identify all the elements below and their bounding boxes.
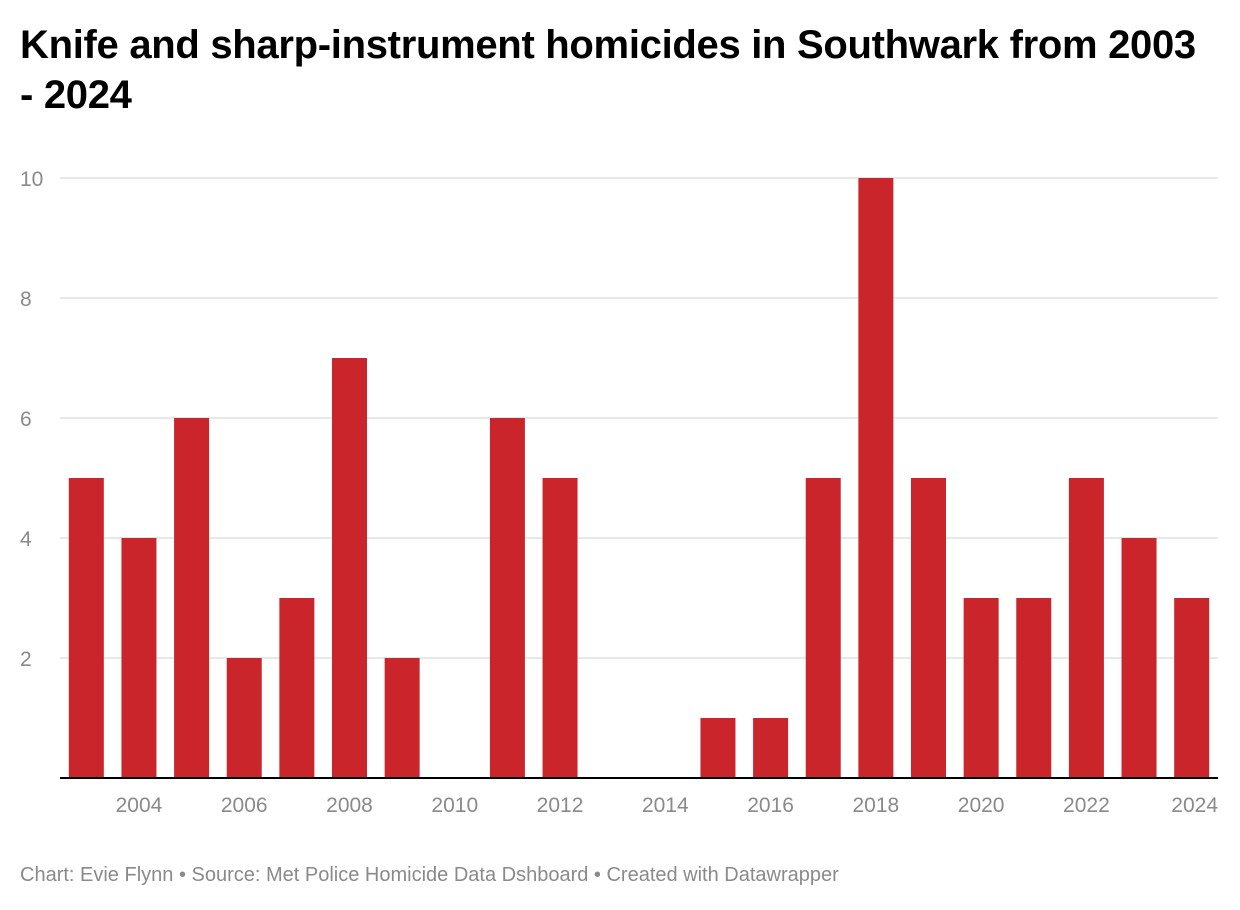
x-tick-label: 2006 (221, 794, 268, 817)
x-tick-label: 2014 (642, 794, 689, 817)
bar-2011 (489, 418, 525, 778)
x-tick-label: 2004 (116, 794, 163, 817)
x-tick-label: 2022 (1063, 794, 1110, 817)
bar-2003 (68, 478, 104, 778)
x-axis-labels: 2004 2006 2008 2010 2012 2014 2016 2018 2020 2022… (116, 794, 1219, 817)
y-axis-labels: 2 4 6 8 10 (20, 168, 43, 671)
x-tick-label: 2024 (1171, 794, 1218, 817)
y-tick-label: 2 (20, 648, 32, 671)
x-tick-label: 2018 (853, 794, 900, 817)
bar-2012 (542, 478, 578, 778)
bar-2019 (911, 478, 946, 778)
gridlines (60, 177, 1218, 659)
bar-2020 (963, 598, 999, 778)
bars (68, 178, 1210, 778)
y-tick-label: 10 (20, 168, 43, 191)
chart-footer: Chart: Evie Flynn • Source: Met Police H… (20, 864, 839, 886)
y-tick-label: 4 (20, 528, 32, 551)
x-tick-label: 2020 (958, 794, 1005, 817)
x-tick-label: 2008 (326, 794, 373, 817)
bar-2004 (121, 538, 157, 778)
bar-2017 (805, 478, 841, 778)
bar-2015 (700, 718, 736, 778)
bar-2022 (1068, 478, 1104, 778)
bar-2021 (1016, 598, 1052, 778)
bar-2008 (332, 358, 367, 778)
y-tick-label: 8 (20, 288, 32, 311)
bar-2005 (174, 418, 210, 778)
bar-2009 (384, 658, 420, 778)
bar-2007 (279, 598, 315, 778)
x-tick-label: 2012 (537, 794, 584, 817)
bar-2018 (858, 178, 894, 778)
bar-2023 (1121, 538, 1157, 778)
bar-2006 (226, 658, 262, 778)
bar-2024 (1174, 598, 1210, 778)
x-tick-label: 2016 (747, 794, 794, 817)
y-tick-label: 6 (20, 408, 32, 431)
x-tick-label: 2010 (431, 794, 478, 817)
bar-2016 (753, 718, 789, 778)
chart-title: Knife and sharp-instrument homicides in … (20, 23, 1196, 117)
